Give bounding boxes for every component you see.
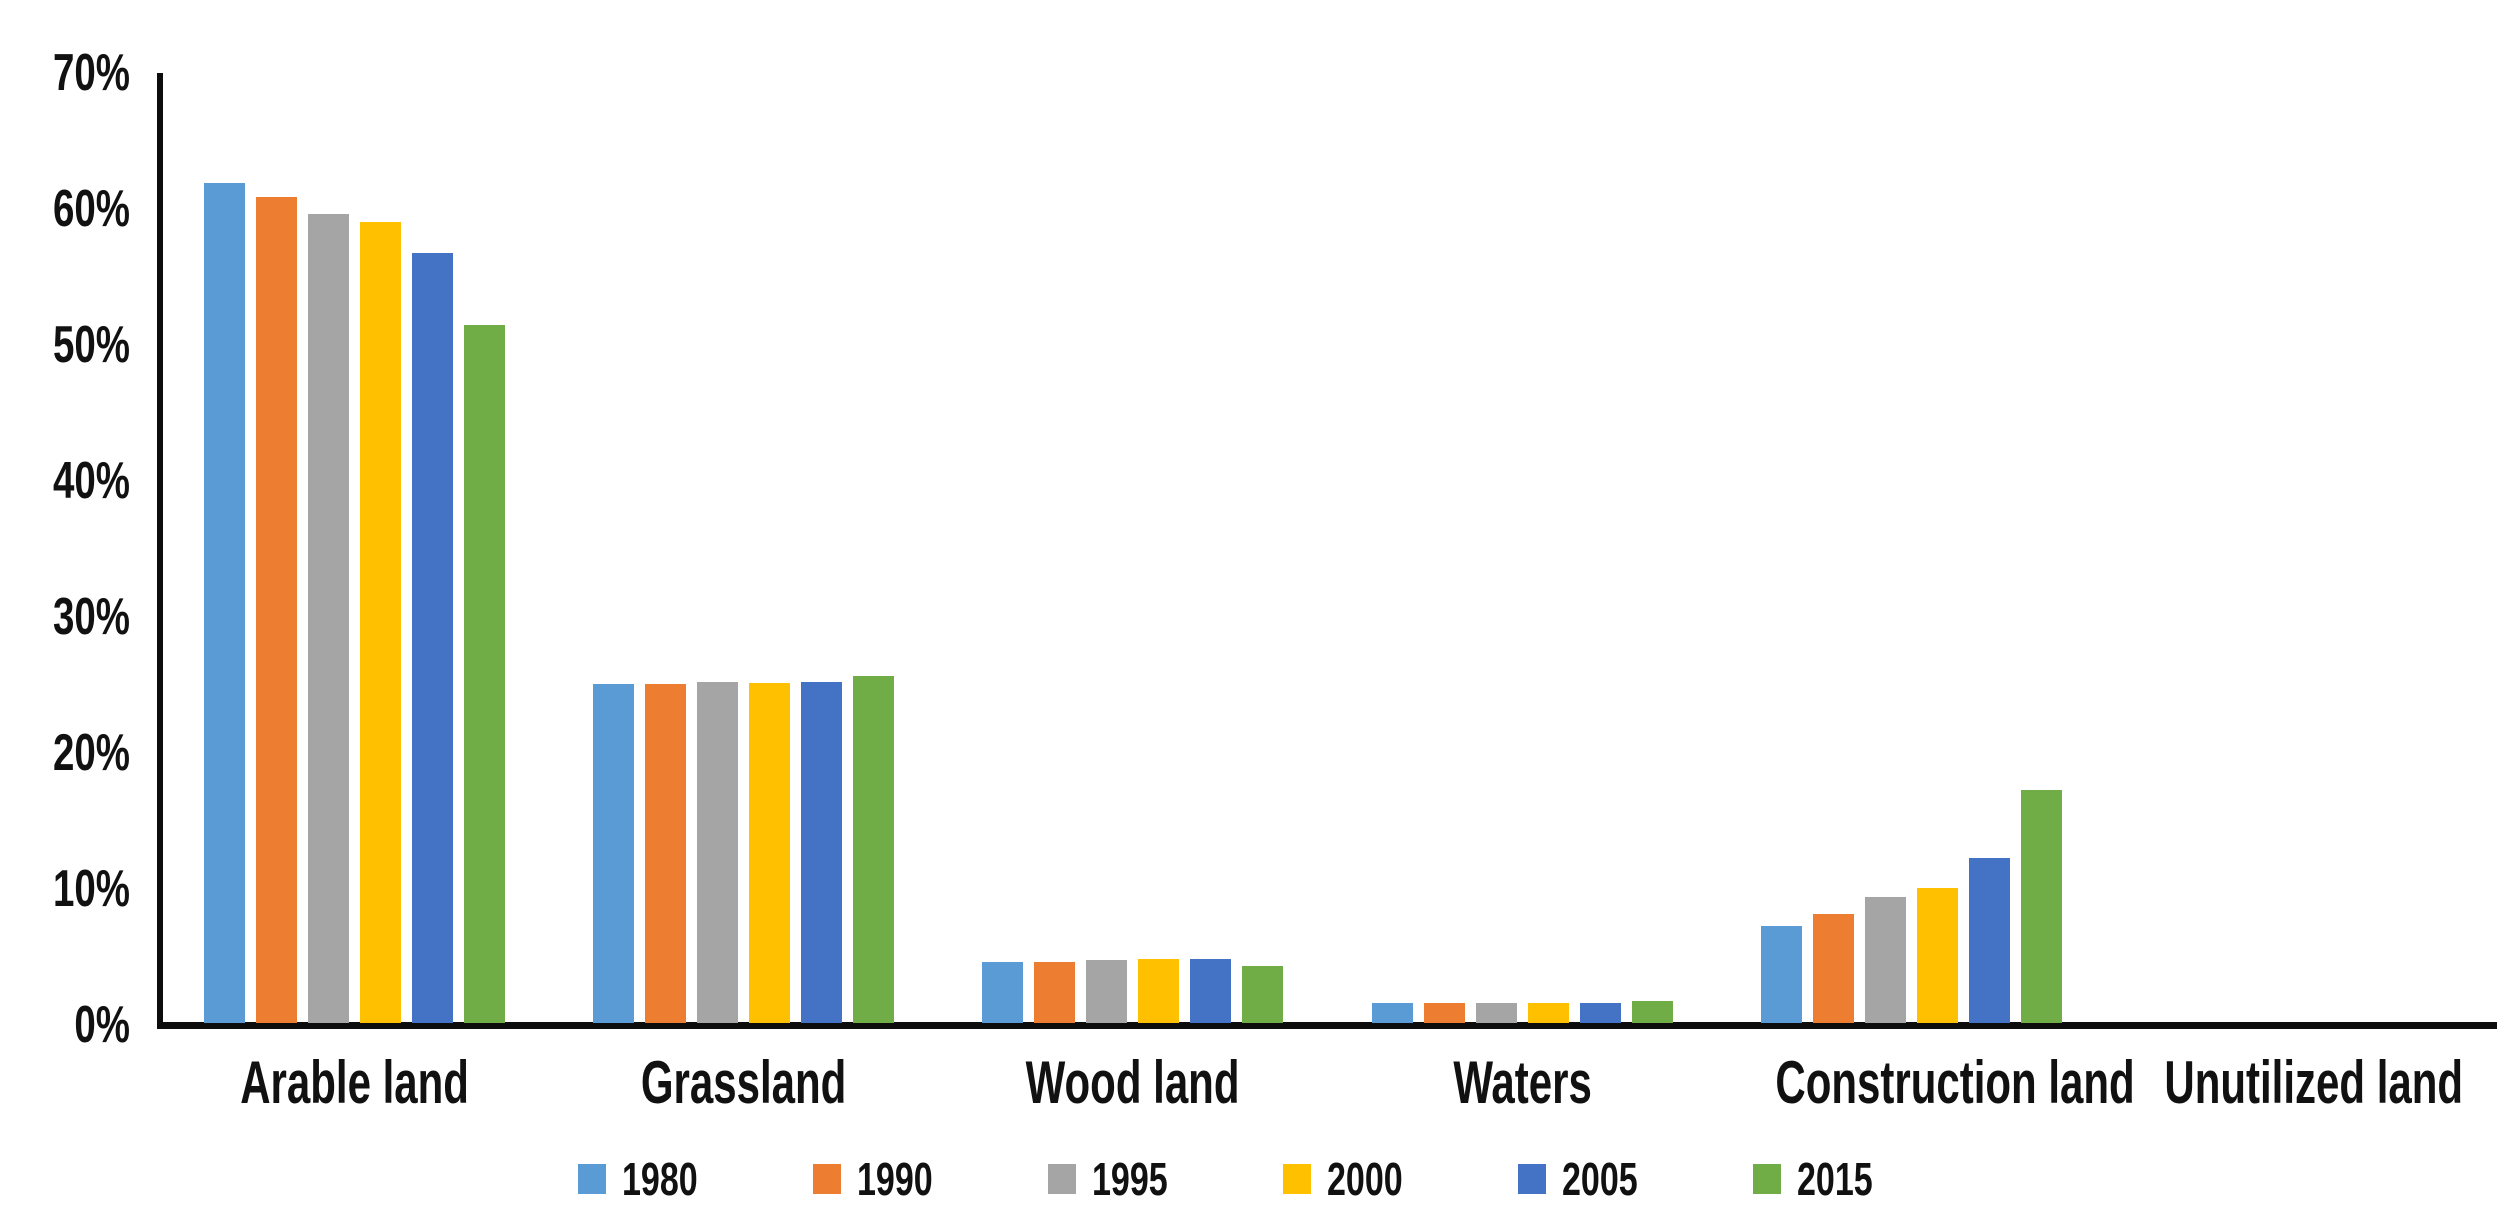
legend-swatch-1980 [578, 1164, 606, 1194]
legend-swatch-1990 [813, 1164, 841, 1194]
legend-swatch-2005 [1518, 1164, 1546, 1194]
bar-2015-grassland [853, 676, 895, 1023]
bar-2005-grassland [801, 681, 843, 1023]
legend-label-2005: 2005 [1562, 1153, 1638, 1205]
x-category-label-unutilized-land: Unutilized land [2164, 1049, 2463, 1116]
bar-1980-arable-land [204, 182, 245, 1023]
bar-1980-grassland [593, 684, 635, 1023]
bar-2015-wood-land [1242, 965, 1284, 1023]
y-tick-label: 20% [52, 724, 130, 782]
x-category-label-wood-land: Wood land [1025, 1049, 1240, 1116]
bar-2005-waters [1579, 1002, 1621, 1023]
x-category-label-arable-land: Arable land [240, 1049, 469, 1116]
y-tick-label: 0% [74, 996, 130, 1054]
x-category-label-grassland: Grassland [641, 1049, 847, 1116]
bar-2015-arable-land [464, 325, 505, 1023]
x-category-label-waters: Waters [1452, 1049, 1592, 1116]
legend-item-2015: 2015 [1753, 1153, 1899, 1205]
bar-2005-arable-land [412, 253, 453, 1023]
bar-1990-arable-land [256, 197, 297, 1023]
legend-item-2000: 2000 [1283, 1153, 1429, 1205]
legend-label-2000: 2000 [1327, 1153, 1403, 1205]
x-category-label-construction-land: Construction land [1775, 1049, 2135, 1116]
bar-1990-construction-land [1812, 914, 1854, 1023]
bar-1980-wood-land [982, 961, 1024, 1023]
bar-1995-waters [1475, 1002, 1517, 1023]
bar-1990-grassland [645, 684, 687, 1023]
legend-label-2015: 2015 [1797, 1153, 1873, 1205]
legend-label-1995: 1995 [1092, 1153, 1168, 1205]
legend-item-1980: 1980 [578, 1153, 724, 1205]
bar-1990-wood-land [1034, 961, 1076, 1023]
bar-2015-construction-land [2020, 790, 2062, 1023]
y-tick-label: 30% [52, 588, 130, 646]
legend-swatch-1995 [1048, 1164, 1076, 1194]
bar-2015-waters [1631, 1001, 1673, 1023]
legend-label-1980: 1980 [622, 1153, 698, 1205]
bar-1995-wood-land [1086, 960, 1128, 1023]
bar-2000-construction-land [1916, 888, 1958, 1023]
legend-item-2005: 2005 [1518, 1153, 1664, 1205]
bar-2000-waters [1527, 1002, 1569, 1023]
bar-2005-wood-land [1190, 959, 1232, 1023]
x-axis-line [157, 1022, 2497, 1029]
y-tick-label: 50% [52, 316, 130, 374]
y-axis-line [157, 73, 163, 1029]
bar-2005-construction-land [1968, 858, 2010, 1023]
legend-item-1990: 1990 [813, 1153, 959, 1205]
bar-1990-waters [1423, 1002, 1465, 1023]
y-tick-label: 10% [52, 860, 130, 918]
legend-swatch-2000 [1283, 1164, 1311, 1194]
legend-label-1990: 1990 [857, 1153, 933, 1205]
y-tick-label: 60% [52, 180, 130, 238]
bar-2000-wood-land [1138, 959, 1180, 1023]
bar-1995-arable-land [308, 213, 349, 1023]
y-tick-label: 40% [52, 452, 130, 510]
y-tick-label: 70% [52, 44, 130, 102]
bar-1995-grassland [697, 681, 739, 1023]
legend-swatch-2015 [1753, 1164, 1781, 1194]
bar-2000-grassland [749, 683, 791, 1023]
bar-2000-arable-land [360, 221, 401, 1023]
legend-item-1995: 1995 [1048, 1153, 1194, 1205]
bar-1980-construction-land [1760, 926, 1802, 1023]
bar-1980-waters [1371, 1002, 1413, 1023]
bar-1995-construction-land [1864, 896, 1906, 1023]
